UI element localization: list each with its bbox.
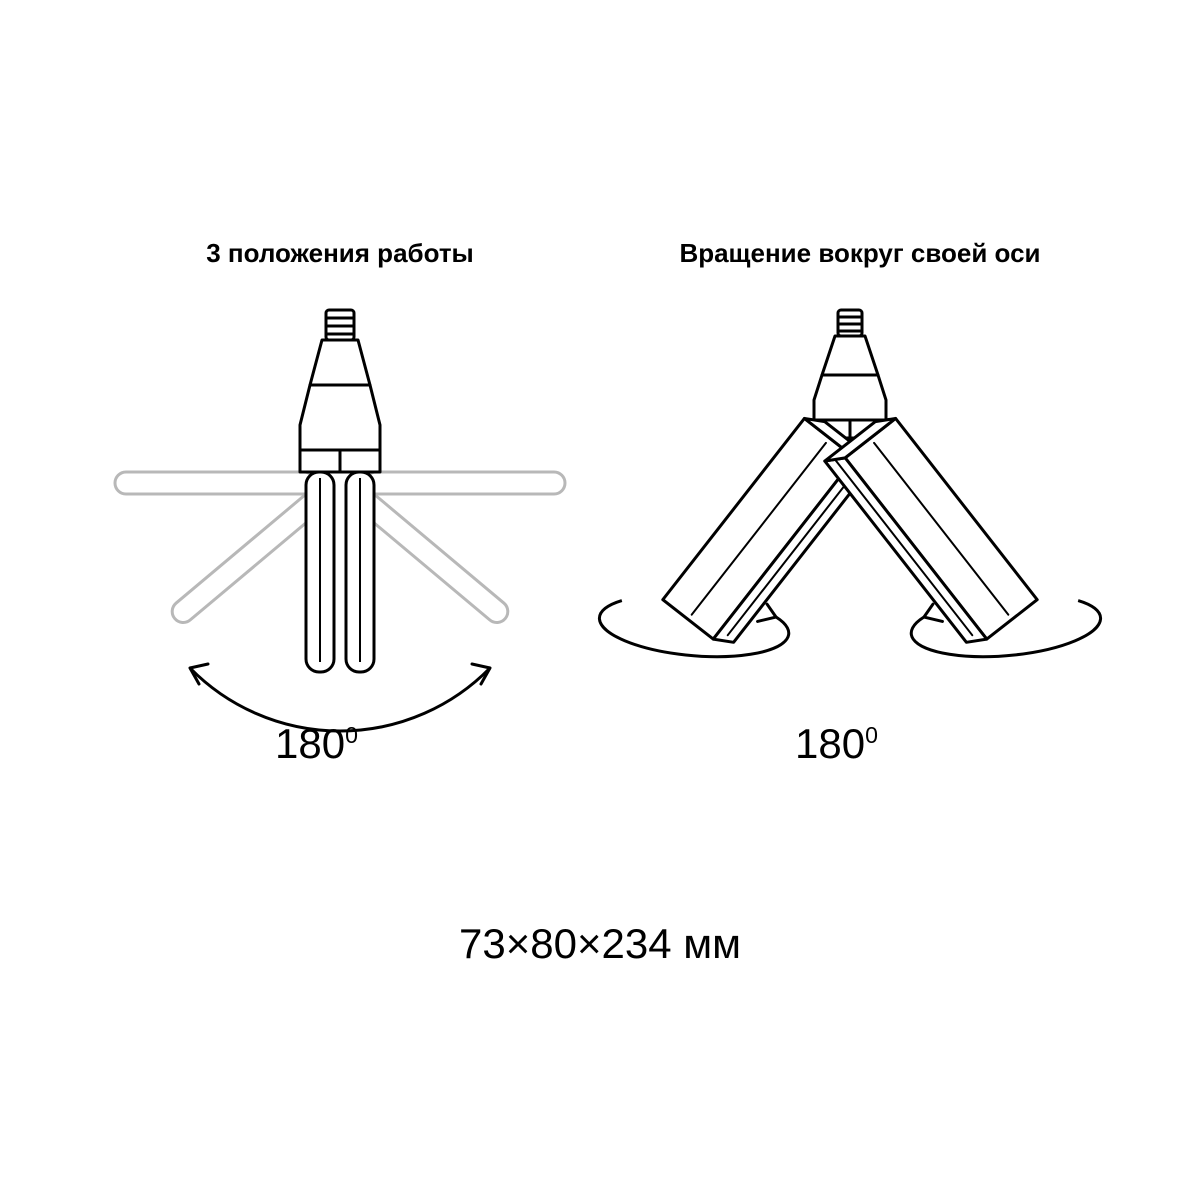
left-angle-unit: 0	[345, 722, 358, 748]
right-angle-unit: 0	[865, 722, 878, 748]
right-diagram	[590, 290, 1150, 790]
right-angle-label: 1800	[795, 720, 878, 768]
left-diagram	[60, 290, 620, 790]
dimensions-label: 73×80×234 мм	[0, 920, 1200, 968]
left-title: 3 положения работы	[150, 238, 530, 269]
left-angle-value: 180	[275, 720, 345, 767]
diagram-container: 3 положения работы Вращение вокруг своей…	[0, 0, 1200, 1200]
right-title: Вращение вокруг своей оси	[640, 238, 1080, 269]
left-angle-label: 1800	[275, 720, 358, 768]
right-angle-value: 180	[795, 720, 865, 767]
